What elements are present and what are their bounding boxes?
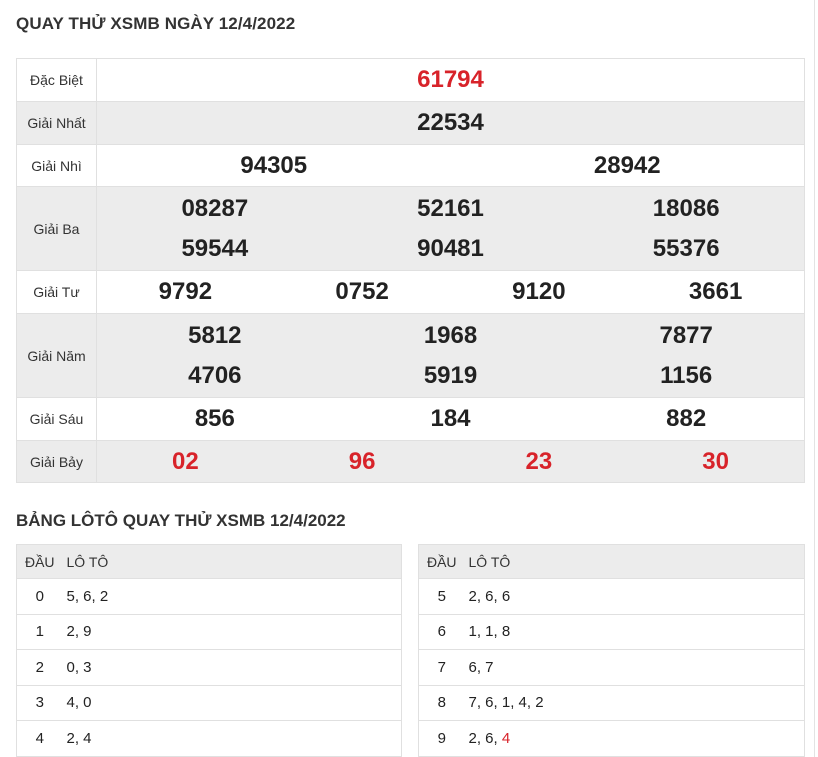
prize-number: 02: [172, 447, 199, 475]
loto-row: 3 4, 0: [16, 685, 402, 721]
prize-number: 5919: [423, 361, 478, 389]
prize-number: 52161: [417, 194, 484, 222]
prize-label: Giải Bảy: [16, 440, 97, 483]
prize-row-tu: Giải Tư 9792 0752 9120 3661: [16, 270, 805, 314]
page-edge: [814, 0, 815, 757]
loto-row: 6 1, 1, 8: [418, 614, 805, 650]
dau-cell: 8: [418, 685, 465, 721]
prize-number: 22534: [417, 109, 484, 136]
prize-number: 61794: [417, 66, 484, 93]
results-table: Đặc Biệt 61794 Giải Nhất 22534 Giải Nhì …: [16, 58, 805, 483]
dau-cell: 7: [418, 649, 465, 686]
prize-number: 5812: [188, 321, 242, 349]
loto-row: 5 2, 6, 6: [418, 578, 805, 615]
prize-number: 94305: [240, 151, 308, 179]
prize-number: 90481: [417, 234, 484, 262]
loto-row: 7 6, 7: [418, 649, 805, 686]
prize-row-nhi: Giải Nhì 94305 28942: [16, 144, 805, 187]
prize-number: 0752: [335, 278, 389, 305]
prize-row-bay: Giải Bảy 02 96 23 30: [16, 440, 805, 483]
prize-row-ba: Giải Ba 08287 52161 18086 59544 90481 55…: [16, 186, 805, 271]
prize-number: 7877: [659, 321, 713, 349]
loto-highlight: 4: [501, 729, 511, 747]
dau-cell: 2: [16, 649, 63, 686]
prize-row-nam: Giải Năm 5812 1968 7877 4706 5919 1156: [16, 313, 805, 398]
prize-number: 184: [430, 405, 471, 432]
prize-label: Giải Năm: [16, 313, 97, 398]
loto-cell: 2, 6, 6: [464, 578, 805, 615]
prize-label: Giải Nhất: [16, 101, 97, 145]
prize-number: 856: [194, 405, 235, 432]
prize-label: Giải Sáu: [16, 397, 97, 441]
loto-row: 2 0, 3: [16, 649, 402, 686]
prize-label: Đặc Biệt: [16, 58, 97, 102]
loto-values: 2, 6,: [468, 729, 502, 747]
page-title: QUAY THỬ XSMB NGÀY 12/4/2022: [16, 14, 296, 33]
loto-cell: 2, 6, 4: [464, 720, 805, 757]
loto-row: 0 5, 6, 2: [16, 578, 402, 615]
prize-row-sau: Giải Sáu 856 184 882: [16, 397, 805, 441]
prize-label: Giải Ba: [16, 186, 97, 271]
loto-cell: 7, 6, 1, 4, 2: [464, 685, 805, 721]
prize-row-nhat: Giải Nhất 22534: [16, 101, 805, 145]
prize-number: 55376: [652, 234, 720, 262]
loto-cell: 6, 7: [464, 649, 805, 686]
prize-number: 23: [525, 447, 553, 475]
prize-label: Giải Tư: [16, 270, 97, 314]
loto-row: 9 2, 6, 4: [418, 720, 805, 757]
loto-title: BẢNG LÔTÔ QUAY THỬ XSMB 12/4/2022: [16, 511, 346, 530]
dau-cell: 4: [16, 720, 63, 757]
prize-number: 1968: [423, 321, 478, 349]
dau-cell: 5: [418, 578, 465, 615]
dau-header: ĐẦU: [16, 544, 63, 579]
loto-row: 8 7, 6, 1, 4, 2: [418, 685, 805, 721]
loto-cell: 4, 0: [62, 685, 402, 721]
loto-cell: 5, 6, 2: [62, 578, 402, 615]
loto-cell: 1, 1, 8: [464, 614, 805, 650]
loto-row: 1 2, 9: [16, 614, 402, 650]
prize-number: 882: [666, 405, 707, 432]
prize-number: 59544: [181, 234, 249, 262]
prize-label: Giải Nhì: [16, 144, 97, 187]
loto-cell: 2, 4: [62, 720, 402, 757]
prize-number: 9792: [158, 278, 213, 305]
dau-cell: 9: [418, 720, 465, 757]
dau-cell: 0: [16, 578, 63, 615]
loto-row: 4 2, 4: [16, 720, 402, 757]
loto-cell: 2, 9: [62, 614, 402, 650]
prize-number: 1156: [660, 361, 713, 389]
loto-header-row: ĐẦU LÔ TÔ: [418, 544, 805, 579]
loto-header: LÔ TÔ: [62, 544, 402, 579]
prize-number: 08287: [181, 194, 249, 222]
prize-number: 3661: [688, 278, 743, 305]
prize-number: 4706: [188, 361, 242, 389]
dau-cell: 1: [16, 614, 63, 650]
prize-number: 30: [702, 447, 729, 475]
prize-number: 9120: [512, 278, 566, 305]
dau-cell: 6: [418, 614, 465, 650]
loto-cell: 0, 3: [62, 649, 402, 686]
dau-header: ĐẦU: [418, 544, 465, 579]
prize-number: 96: [348, 447, 376, 475]
loto-header: LÔ TÔ: [464, 544, 805, 579]
loto-header-row: ĐẦU LÔ TÔ: [16, 544, 402, 579]
prize-number: 18086: [652, 194, 720, 222]
loto-table-left: ĐẦU LÔ TÔ 0 5, 6, 2 1 2, 9 2 0, 3 3 4, 0…: [16, 544, 402, 757]
loto-table-right: ĐẦU LÔ TÔ 5 2, 6, 6 6 1, 1, 8 7 6, 7 8 7…: [418, 544, 805, 757]
prize-number: 28942: [593, 151, 661, 179]
dau-cell: 3: [16, 685, 63, 721]
prize-row-db: Đặc Biệt 61794: [16, 58, 805, 102]
